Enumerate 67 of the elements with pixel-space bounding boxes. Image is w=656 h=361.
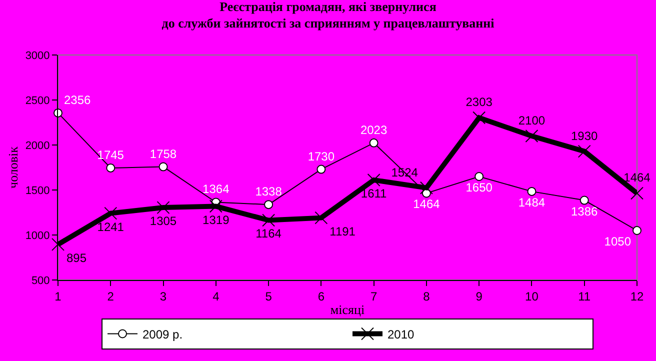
point <box>209 200 222 213</box>
point <box>580 196 589 205</box>
y-tick-label: 2000 <box>25 140 50 152</box>
data-label: 895 <box>66 250 87 265</box>
point <box>156 201 170 214</box>
y-tick-label: 3000 <box>25 50 50 62</box>
x-tick-label: 2 <box>107 289 114 304</box>
y-tick-label: 500 <box>31 274 50 287</box>
x-tick-label: 7 <box>370 289 378 304</box>
data-label: 2100 <box>518 114 546 128</box>
legend-label: 2009 р. <box>142 327 183 342</box>
point <box>474 172 484 181</box>
point <box>420 181 433 194</box>
data-label: 1930 <box>571 128 598 143</box>
y-axis-title: чоловік <box>5 146 20 188</box>
x-tick-label: 4 <box>212 289 220 304</box>
point <box>367 174 380 187</box>
x-tick-label: 1 <box>54 289 62 304</box>
data-label: 2356 <box>64 92 92 107</box>
data-label: 1464 <box>624 170 651 185</box>
point <box>158 162 168 172</box>
x-tick-label: 11 <box>578 289 591 304</box>
y-tick-label: 1000 <box>25 230 50 242</box>
data-label: 1730 <box>308 149 335 164</box>
x-tick-label: 8 <box>423 289 430 304</box>
data-label: 1484 <box>518 195 546 210</box>
x-tick-label: 6 <box>318 289 325 304</box>
x-tick-label: 12 <box>630 289 644 304</box>
point <box>472 111 486 124</box>
point <box>316 164 326 174</box>
data-label: 1305 <box>150 214 177 228</box>
point <box>106 163 116 172</box>
point <box>630 186 644 200</box>
point <box>369 138 378 148</box>
data-label: 1745 <box>97 148 124 162</box>
point <box>525 130 538 142</box>
data-label: 1611 <box>360 186 388 201</box>
x-tick-label: 9 <box>476 289 483 304</box>
point <box>52 238 64 251</box>
data-label: 1650 <box>466 180 493 194</box>
y-tick-label: 1500 <box>25 184 50 197</box>
data-label: 1164 <box>256 226 282 241</box>
x-tick-label: 3 <box>160 289 167 304</box>
point <box>632 226 642 235</box>
data-label: 1464 <box>413 197 440 212</box>
data-label: 1386 <box>571 204 598 218</box>
point <box>262 214 276 227</box>
data-label: 1758 <box>150 146 177 161</box>
point <box>527 186 536 196</box>
legend-label: 2010 <box>388 327 415 342</box>
x-tick-label: 5 <box>265 289 272 304</box>
x-axis-title: місяці <box>330 302 365 317</box>
point <box>264 200 274 210</box>
chart-title: Реєстрація громадян, які звернулися до служби зайнятості за сприянням у працевлаштуванні <box>162 0 495 31</box>
data-label: 1338 <box>255 184 282 199</box>
data-label: 2023 <box>360 122 388 137</box>
data-label: 1241 <box>97 220 124 234</box>
data-label: 1319 <box>202 212 230 227</box>
data-label: 2303 <box>466 95 493 110</box>
y-tick-label: 2500 <box>25 94 50 107</box>
x-tick-label: 10 <box>525 289 539 304</box>
point <box>578 144 591 158</box>
data-label: 1050 <box>604 234 632 248</box>
data-label: 1364 <box>202 182 230 196</box>
data-label: 1191 <box>330 224 356 238</box>
point <box>104 206 118 220</box>
point <box>314 211 328 224</box>
